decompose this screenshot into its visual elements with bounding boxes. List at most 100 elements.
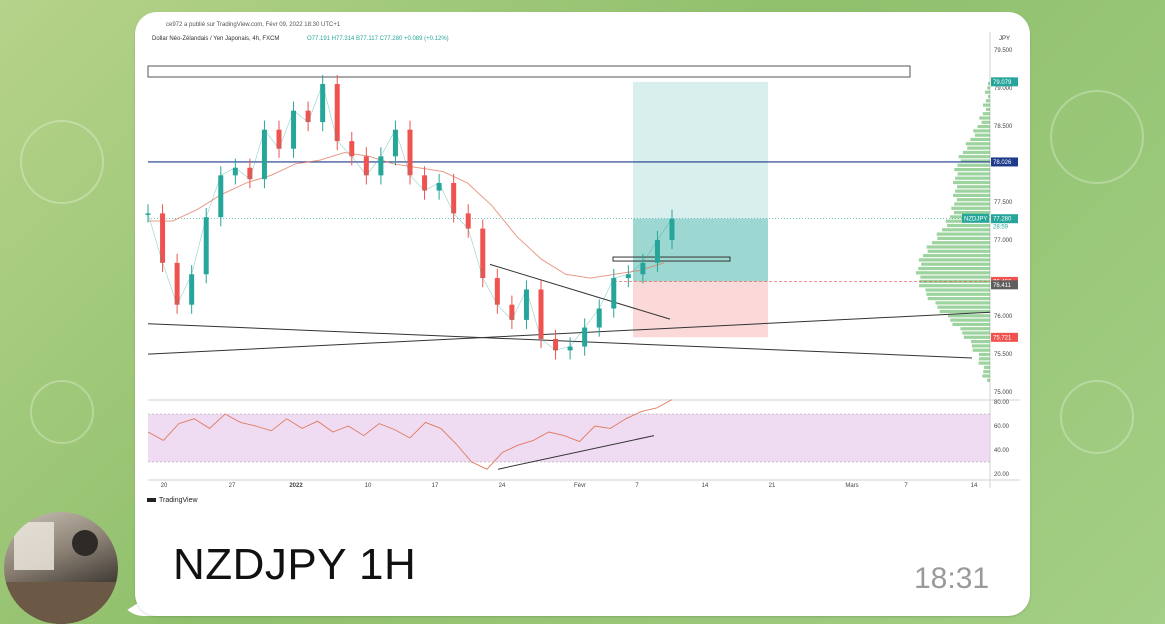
volume-profile-bar [937, 236, 990, 240]
descending-trendline [147, 323, 973, 359]
candle [392, 129, 398, 157]
volume-profile-bar [960, 327, 990, 331]
rsi-axis-tick: 80.00 [994, 400, 1010, 406]
breakout-box [612, 256, 731, 262]
volume-profile-bar [918, 266, 990, 271]
candles [145, 74, 675, 360]
price-axis-tick: 75.500 [994, 352, 1013, 358]
candle [436, 182, 442, 191]
price-label: 76.411 [993, 283, 1012, 289]
resistance-box [147, 65, 911, 78]
volume-profile-bar [967, 146, 990, 150]
candle [465, 213, 471, 229]
volume-profile-bar [985, 99, 990, 103]
watermark-text: TradingView [159, 497, 198, 504]
candle [640, 262, 646, 275]
volume-profile-bar [935, 301, 990, 305]
ohlc-line: O77.191 H77.314 B77.117 C77.280 +0.089 (… [307, 36, 449, 42]
volume-profile-bar [988, 94, 990, 99]
volume-profile-bar [952, 322, 990, 326]
price-label: 75.721 [993, 335, 1012, 341]
candle [247, 167, 253, 180]
volume-profile [915, 82, 990, 382]
volume-profile-bar [918, 258, 990, 262]
volume-profile-bar [942, 228, 990, 232]
volume-profile-bar [957, 185, 990, 189]
volume-profile-bar [974, 133, 990, 137]
volume-profile-bar [981, 120, 990, 124]
volume-profile-bar [957, 163, 990, 167]
candle [523, 289, 529, 320]
time-axis-tick: 17 [432, 483, 439, 489]
volume-profile-bar [919, 284, 990, 288]
candle [232, 167, 238, 176]
volume-profile-bar [955, 176, 990, 180]
candle [349, 141, 355, 157]
candle [596, 308, 602, 328]
sender-avatar[interactable] [4, 512, 118, 624]
candle [582, 327, 588, 347]
candle [509, 304, 515, 320]
price-label-bg [991, 214, 1018, 224]
price-label: 77.280 [993, 217, 1012, 223]
volume-profile-bar [977, 125, 990, 129]
volume-profile-bar [915, 271, 990, 275]
take-profit-filled-zone [633, 218, 768, 282]
volume-profile-bar [921, 262, 990, 266]
time-axis-tick: 7 [904, 483, 908, 489]
price-label-bg [991, 332, 1018, 342]
volume-profile-bar [983, 103, 990, 107]
time-axis-tick: Mars [845, 483, 858, 489]
candle [218, 175, 224, 218]
symbol-line: Dollar Néo-Zélandais / Yen Japonais, 4h,… [152, 36, 279, 42]
price-line [147, 83, 673, 351]
volume-profile-bar [954, 168, 990, 172]
rsi-line [147, 399, 673, 470]
candle [203, 217, 209, 275]
volume-profile-bar [936, 232, 990, 236]
candle [625, 274, 631, 279]
candle [567, 346, 573, 351]
volume-profile-bar [939, 309, 990, 314]
message-caption: NZDJPY 1H [173, 540, 417, 589]
volume-profile-bar [978, 352, 990, 357]
volume-profile-bar [955, 189, 990, 193]
candle [422, 175, 428, 191]
price-label: 78.026 [993, 160, 1012, 166]
volume-profile-bar [982, 112, 990, 116]
tradingview-chart: ce972 a publié sur TradingView.com, Févr… [145, 22, 1020, 504]
volume-profile-bar [972, 348, 990, 352]
rsi-divergence-line [497, 435, 655, 470]
candle [654, 240, 660, 263]
background-doodle [20, 120, 104, 204]
candle [174, 262, 180, 305]
candle [291, 110, 297, 149]
volume-profile-bar [988, 82, 990, 86]
published-line: ce972 a publié sur TradingView.com, Févr… [166, 22, 341, 28]
volume-profile-bar [958, 155, 990, 159]
volume-profile-bar [920, 275, 990, 279]
volume-profile-bar [950, 318, 990, 322]
background-doodle [1050, 90, 1144, 184]
price-axis-tick: 77.000 [994, 238, 1013, 244]
time-axis-tick: Févr [574, 483, 586, 489]
volume-profile-bar [987, 86, 990, 90]
volume-profile-bar [927, 297, 990, 301]
chart-image[interactable]: ce972 a publié sur TradingView.com, Févr… [144, 16, 1020, 511]
candle [378, 156, 384, 176]
ascending-trendline [147, 311, 991, 355]
time-axis-tick: 7 [635, 483, 639, 489]
volume-profile-bar [983, 370, 990, 374]
candle [261, 129, 267, 180]
volume-profile-bar [953, 193, 990, 197]
candle [669, 218, 675, 241]
volume-profile-bar [982, 374, 990, 378]
volume-profile-bar [954, 202, 990, 206]
background-doodle [30, 380, 94, 444]
volume-profile-bar [926, 245, 990, 249]
time-axis-tick: 14 [702, 483, 709, 489]
time-axis-tick: 24 [499, 483, 506, 489]
take-profit-zone [633, 81, 768, 219]
candle [276, 129, 282, 149]
volume-profile-bar [927, 249, 990, 253]
